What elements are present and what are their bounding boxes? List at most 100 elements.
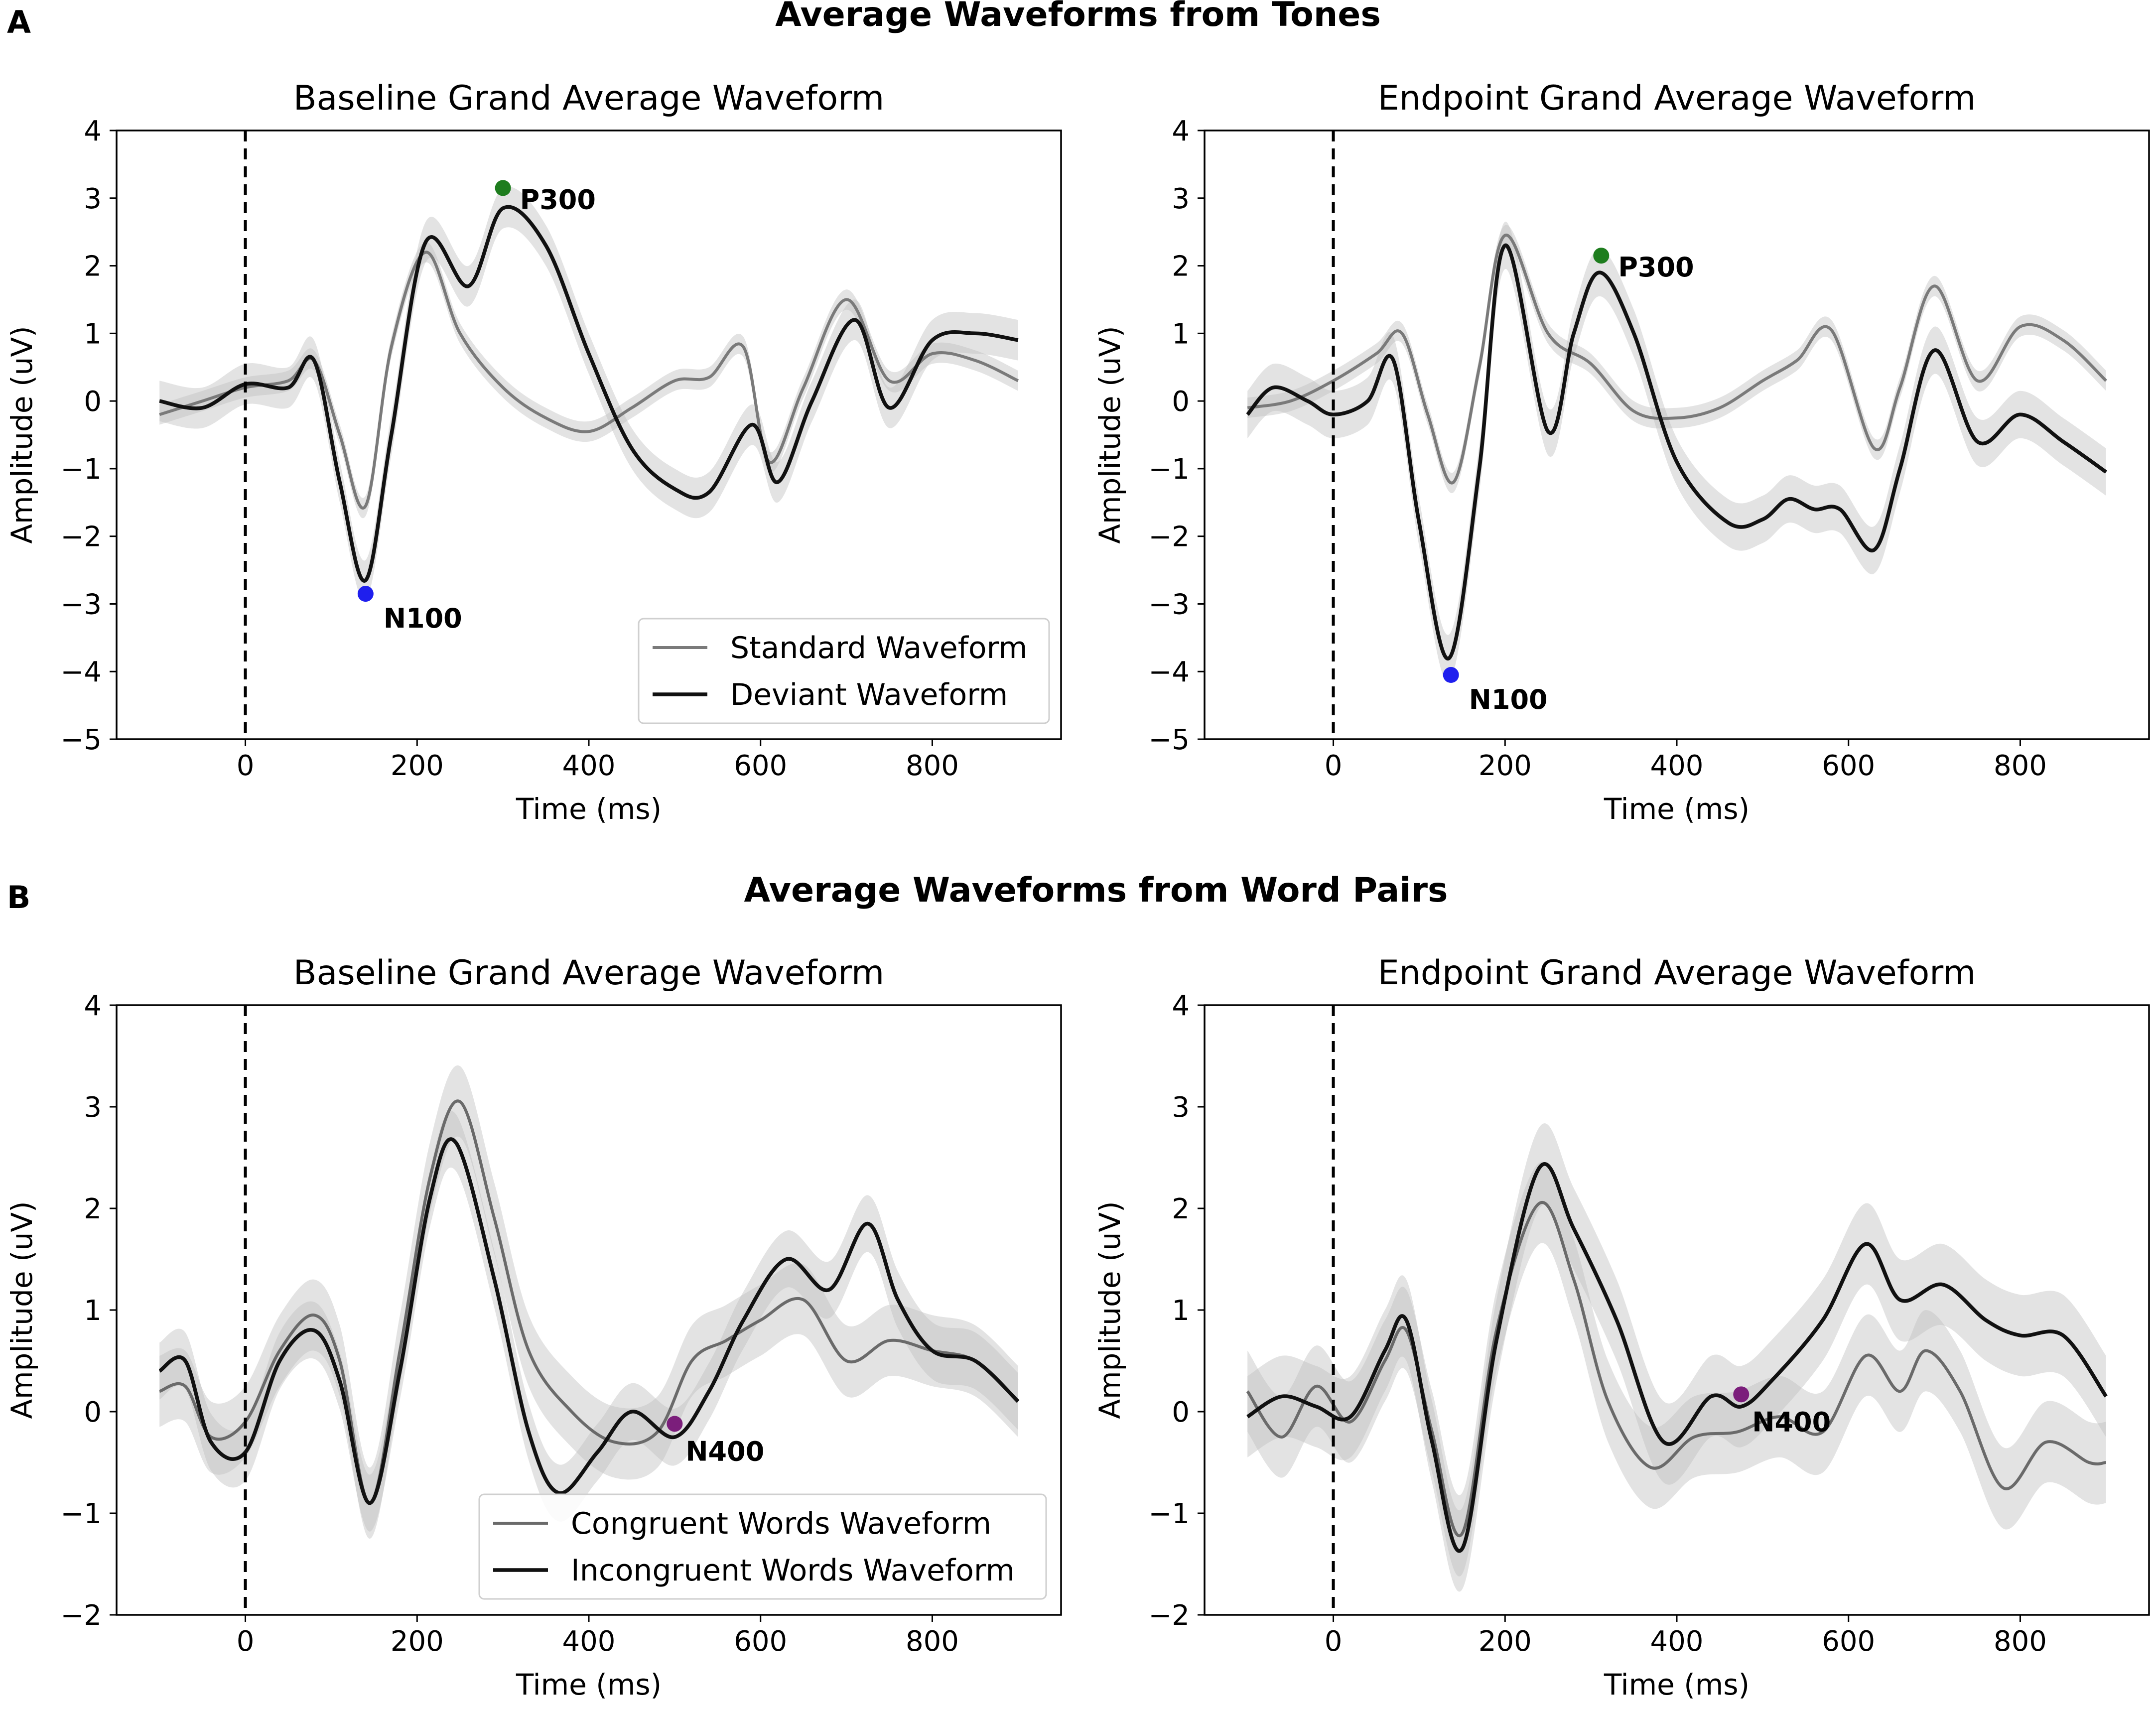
panel-a-letter: A (7, 4, 31, 40)
x-tick-label: 800 (1994, 750, 2047, 782)
y-tick-label: 3 (84, 1091, 102, 1124)
n400-marker (667, 1416, 683, 1432)
series-line-2 (1246, 1162, 2108, 1553)
chart-words-endpoint: Endpoint Grand Average Waveform 0 200 400 60… (1093, 953, 2150, 1702)
x-tick-label: 200 (391, 1625, 444, 1658)
y-tick-label: 1 (84, 318, 102, 350)
legend: Congruent Words Waveform Incongruent Word… (478, 1493, 1047, 1600)
plot-area (1246, 1005, 2108, 1615)
x-axis-label: Time (ms) (516, 792, 662, 826)
p300-label: P300 (520, 184, 596, 215)
y-tick-label: 1 (84, 1295, 102, 1327)
y-tick-label: −2 (1148, 1599, 1190, 1632)
series-line-2 (159, 205, 1019, 583)
y-tick-label: 2 (84, 1193, 102, 1225)
y-tick-label: −1 (1148, 1498, 1190, 1530)
p300-marker (1593, 248, 1610, 264)
legend-label-1: Standard Waveform (730, 631, 1028, 665)
plot-area (1246, 131, 2107, 739)
series-line-1 (159, 1099, 1019, 1505)
x-tick-label: 400 (1650, 750, 1704, 782)
x-tick-label: 400 (562, 750, 616, 782)
subplot-title: Baseline Grand Average Waveform (293, 953, 884, 993)
x-tick-label: 0 (237, 750, 255, 782)
y-tick-label: −2 (60, 1599, 102, 1632)
legend-label-2: Incongruent Words Waveform (571, 1553, 1015, 1588)
x-tick-label: 200 (1479, 1625, 1532, 1658)
chart-tones-baseline: Baseline Grand Average Waveform 0 200 400 60… (5, 79, 1062, 826)
subplot-title: Baseline Grand Average Waveform (293, 79, 884, 118)
panel-b-letter: B (7, 879, 30, 916)
series-band-2 (1247, 1123, 2106, 1592)
y-tick-label: −4 (60, 656, 102, 688)
y-tick-label: 2 (1172, 251, 1190, 283)
n400-marker (1733, 1386, 1750, 1403)
y-tick-label: 3 (1172, 183, 1190, 215)
x-axis-label: Time (ms) (516, 1668, 662, 1702)
legend-box (478, 1493, 1047, 1600)
y-tick-label: −2 (1148, 521, 1190, 553)
y-axis-label: Amplitude (uV) (1093, 326, 1127, 543)
legend: Standard Waveform Deviant Waveform (638, 618, 1050, 724)
y-tick-label: −5 (1148, 724, 1190, 756)
series-line-1 (1247, 234, 2107, 485)
series-band-1 (1247, 225, 2106, 494)
subplot-title: Endpoint Grand Average Waveform (1378, 79, 1976, 118)
plot-area (158, 1005, 1020, 1615)
panel-a-title: Average Waveforms from Tones (775, 0, 1381, 34)
y-tick-label: −1 (1148, 453, 1190, 486)
series-line-1 (1246, 1201, 2107, 1537)
x-tick-label: 600 (734, 1625, 787, 1658)
y-tick-label: 4 (1172, 115, 1190, 147)
y-tick-label: −3 (60, 588, 102, 621)
y-tick-label: −3 (1148, 588, 1190, 621)
p300-label: P300 (1618, 252, 1694, 283)
x-tick-label: 600 (1822, 750, 1875, 782)
series-line-2 (1246, 244, 2107, 660)
n400-label: N400 (685, 1436, 764, 1467)
y-tick-label: −2 (60, 521, 102, 553)
x-axis-label: Time (ms) (1604, 792, 1750, 826)
y-tick-label: 0 (1172, 386, 1190, 418)
plot-area (159, 131, 1019, 739)
legend-box (638, 618, 1050, 724)
y-tick-label: 0 (84, 1396, 102, 1429)
x-tick-label: 200 (391, 750, 444, 782)
y-tick-label: −5 (60, 724, 102, 756)
x-tick-label: 800 (1994, 1625, 2047, 1658)
n100-label: N100 (384, 603, 462, 634)
n400-label: N400 (1752, 1406, 1831, 1438)
x-tick-label: 200 (1479, 750, 1532, 782)
series-band-1 (159, 1065, 1018, 1539)
y-tick-label: 1 (1172, 1295, 1190, 1327)
y-tick-label: −4 (1148, 656, 1190, 688)
x-tick-label: 800 (906, 1625, 959, 1658)
y-tick-label: −1 (60, 453, 102, 486)
n100-marker (1443, 667, 1459, 683)
y-tick-label: 3 (1172, 1091, 1190, 1124)
legend-label-2: Deviant Waveform (730, 677, 1008, 712)
series-band-2 (1247, 221, 2106, 682)
y-tick-label: 3 (84, 183, 102, 215)
x-tick-label: 600 (734, 750, 787, 782)
n100-marker (357, 586, 374, 602)
y-axis-label: Amplitude (uV) (5, 326, 39, 543)
y-tick-label: 4 (84, 990, 102, 1022)
subplot-title: Endpoint Grand Average Waveform (1378, 953, 1976, 993)
series-line-2 (158, 1137, 1020, 1505)
x-tick-label: 0 (237, 1625, 255, 1658)
y-tick-label: 2 (1172, 1193, 1190, 1225)
x-tick-label: 0 (1325, 750, 1343, 782)
y-axis-label: Amplitude (uV) (5, 1201, 39, 1419)
y-axis-label: Amplitude (uV) (1093, 1201, 1127, 1419)
p300-marker (495, 180, 511, 196)
y-tick-label: 2 (84, 251, 102, 283)
y-tick-label: 4 (84, 115, 102, 147)
x-tick-label: 400 (562, 1625, 616, 1658)
chart-words-baseline: Baseline Grand Average Waveform 0 200 400 60… (5, 953, 1062, 1702)
y-tick-label: −1 (60, 1498, 102, 1530)
x-tick-label: 800 (906, 750, 959, 782)
panel-b-title: Average Waveforms from Word Pairs (744, 871, 1448, 910)
x-tick-label: 400 (1650, 1625, 1704, 1658)
